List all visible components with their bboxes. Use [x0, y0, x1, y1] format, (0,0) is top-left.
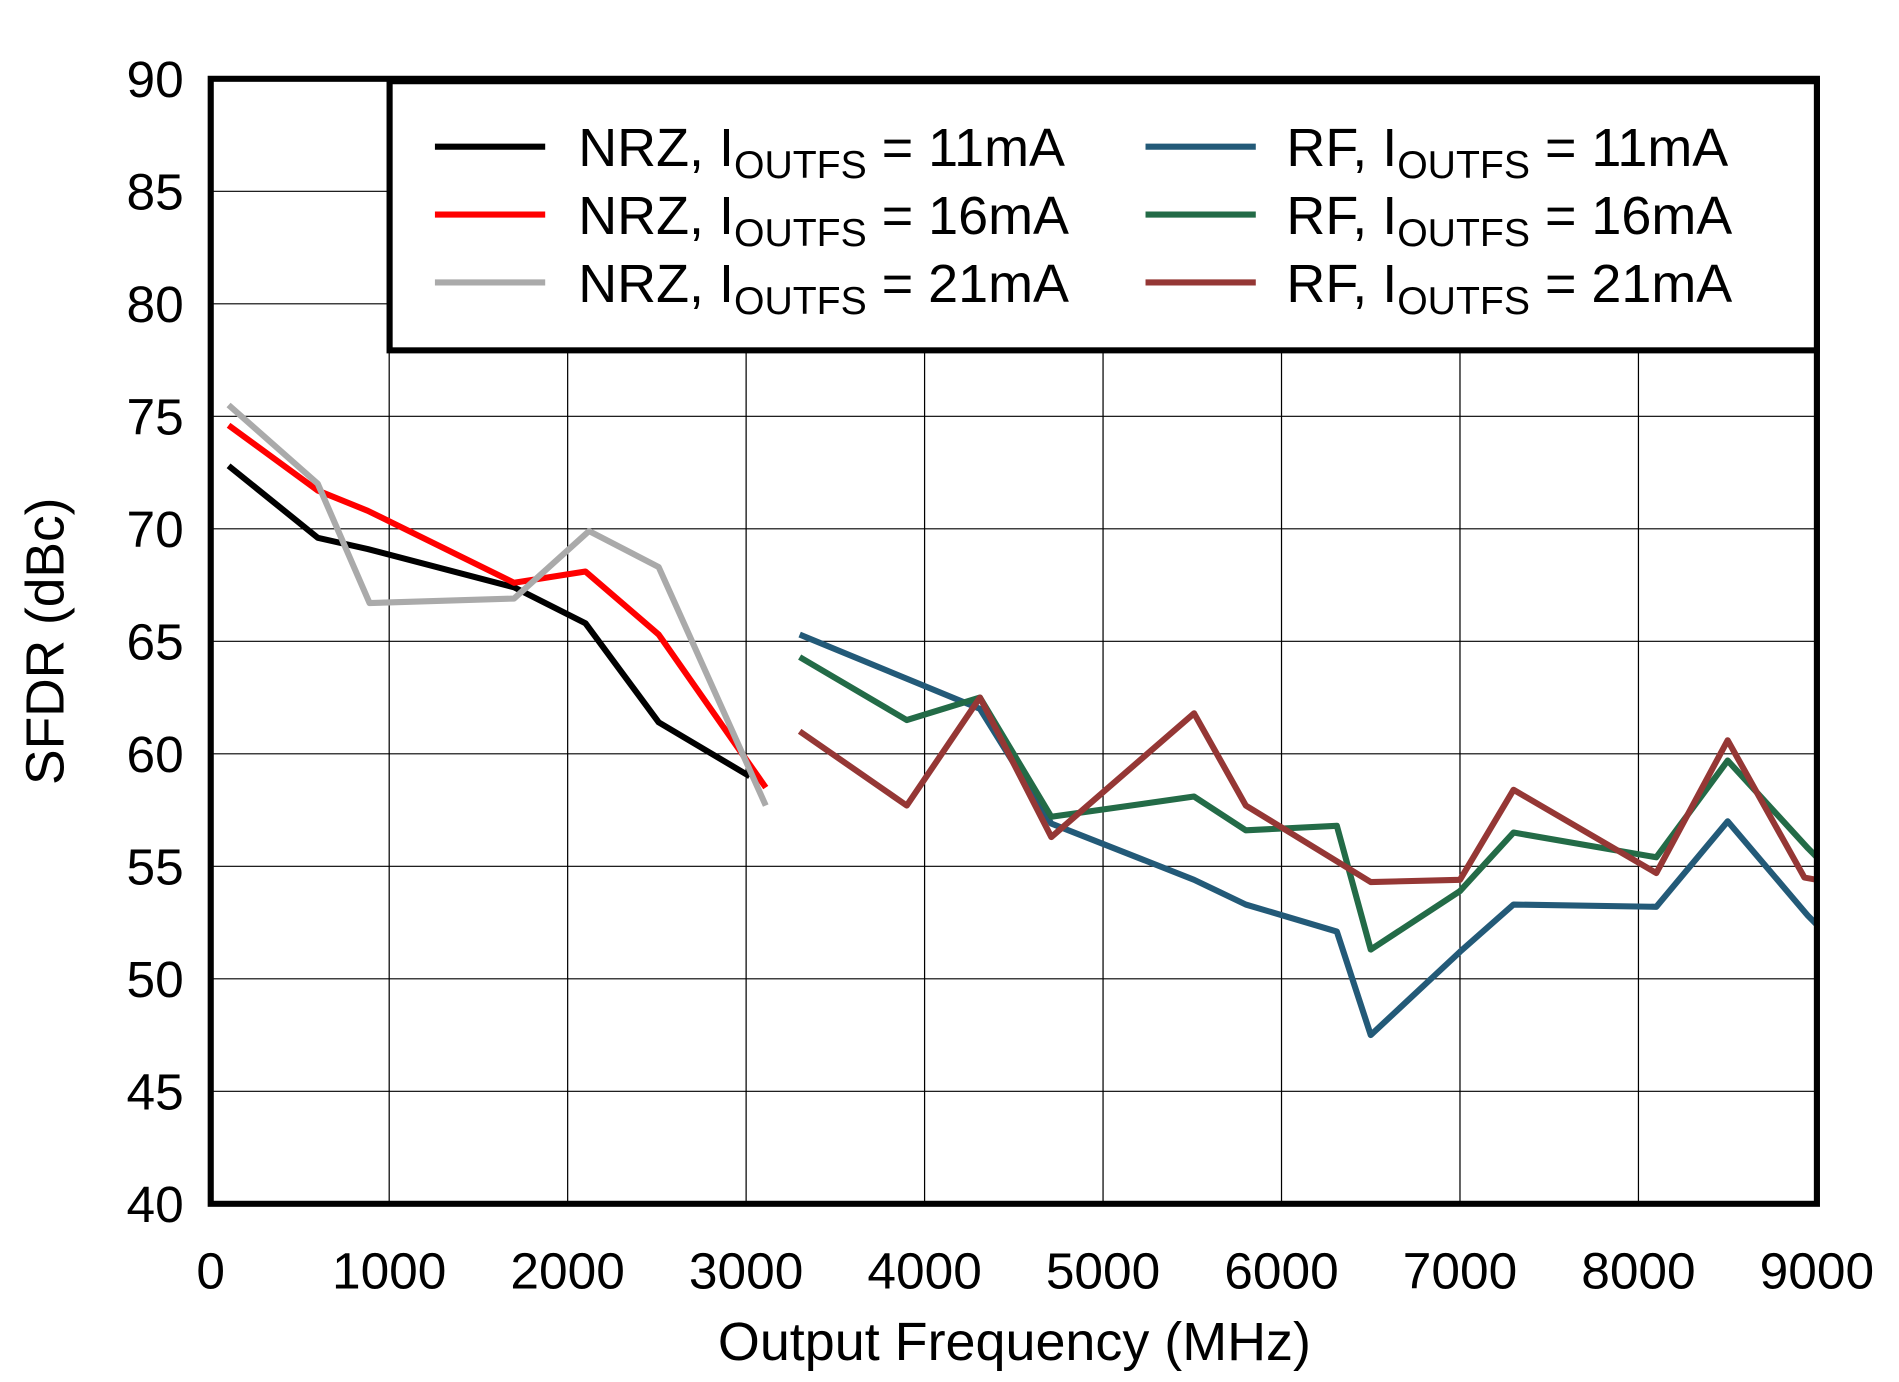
- y-tick-label: 45: [127, 1064, 184, 1121]
- series-line-1: [226, 463, 752, 779]
- legend-label: NRZ, IOUTFS = 11mA: [578, 118, 1065, 187]
- y-tick-label: 75: [127, 389, 184, 446]
- series-line-6: [797, 694, 1818, 886]
- y-tick-label: 65: [127, 614, 184, 671]
- series-line-5: [798, 654, 1820, 953]
- x-tick-labels: 0 1000 2000 3000 4000 5000 6000 7000 8000 9000: [196, 1243, 1874, 1300]
- x-tick-label: 9000: [1760, 1243, 1874, 1300]
- legend-label: RF, IOUTFS = 16mA: [1286, 186, 1732, 255]
- legend-label: RF, IOUTFS = 11mA: [1286, 118, 1728, 187]
- x-tick-label: 3000: [689, 1243, 803, 1300]
- legend-box: [386, 78, 1820, 354]
- legend-label: NRZ, IOUTFS = 21mA: [578, 254, 1069, 323]
- y-tick-labels: 40 45 50 55 60 65 70 75 80 85 90: [127, 51, 184, 1233]
- legend-label: NRZ, IOUTFS = 16mA: [578, 186, 1069, 255]
- y-tick-label: 70: [127, 501, 184, 558]
- y-tick-label: 50: [127, 951, 184, 1008]
- y-tick-label: 60: [127, 726, 184, 783]
- legend-label: RF, IOUTFS = 21mA: [1286, 254, 1732, 323]
- x-tick-label: 4000: [867, 1243, 981, 1300]
- y-tick-label: 40: [127, 1176, 184, 1233]
- series-line-4: [798, 631, 1820, 1039]
- x-tick-label: 6000: [1224, 1243, 1338, 1300]
- x-tick-label: 0: [196, 1243, 225, 1300]
- y-axis-label: SFDR (dBc): [15, 498, 75, 785]
- y-tick-label: 90: [127, 51, 184, 108]
- y-tick-label: 80: [127, 276, 184, 333]
- series-lines: [226, 402, 1820, 1039]
- x-axis-label: Output Frequency (MHz): [718, 1312, 1311, 1372]
- y-tick-label: 55: [127, 839, 184, 896]
- x-tick-label: 8000: [1581, 1243, 1695, 1300]
- x-tick-label: 2000: [510, 1243, 624, 1300]
- x-tick-label: 1000: [332, 1243, 446, 1300]
- series-line-3: [226, 402, 769, 807]
- y-tick-label: 85: [127, 164, 184, 221]
- x-tick-label: 7000: [1403, 1243, 1517, 1300]
- x-tick-label: 5000: [1046, 1243, 1160, 1300]
